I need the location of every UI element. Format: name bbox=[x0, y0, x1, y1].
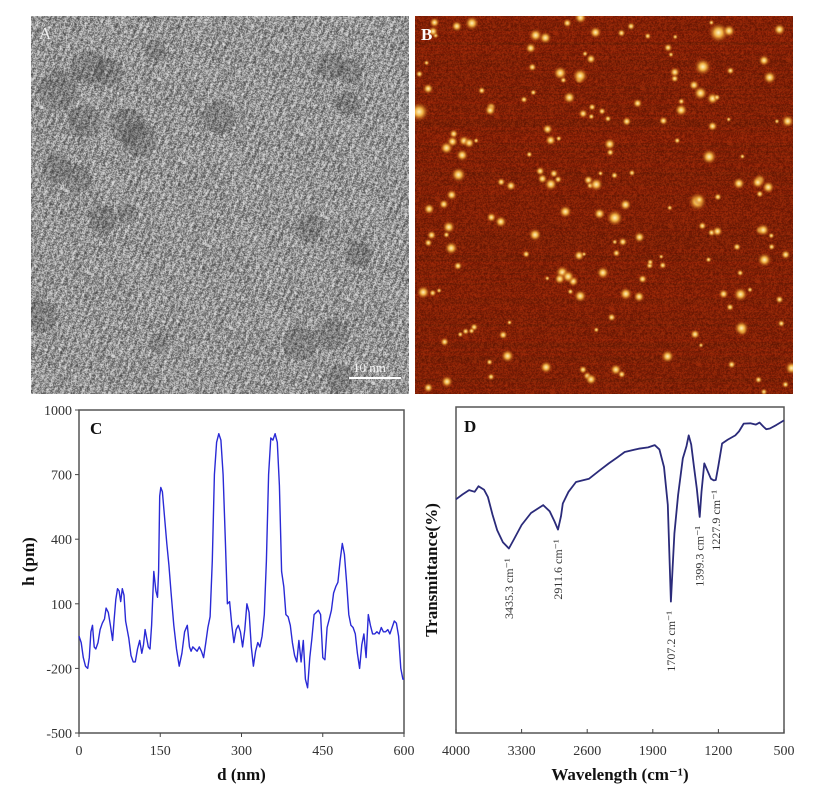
chart-d-xtick-label: 2600 bbox=[573, 744, 601, 759]
chart-d-peak-label: 1227.9 cm⁻¹ bbox=[709, 490, 723, 551]
afm-image-texture bbox=[415, 16, 793, 394]
chart-c-ytick-label: 400 bbox=[51, 533, 72, 548]
chart-d-ftir-spectrum: D 4000 3300 2600 1900 1200 500 3435.3 cm⁻¹ 291… bbox=[422, 406, 795, 784]
chart-d-peak-label: 2911.6 cm⁻¹ bbox=[551, 539, 565, 600]
chart-d-peak-label: 1707.2 cm⁻¹ bbox=[664, 611, 678, 672]
panel-a-tem-image: A 10 nm bbox=[31, 16, 409, 394]
chart-c-series-line bbox=[78, 433, 404, 689]
chart-c-xtick-label: 0 bbox=[76, 744, 83, 759]
chart-c-xtick-label: 300 bbox=[231, 744, 252, 759]
chart-c-ytick-label: 100 bbox=[51, 598, 72, 613]
chart-d-peak-label: 1399.3 cm⁻¹ bbox=[693, 526, 707, 587]
chart-c-frame bbox=[78, 409, 405, 734]
chart-d-ticks: 4000 3300 2600 1900 1200 500 bbox=[442, 729, 795, 759]
chart-d-xlabel: Wavelength (cm⁻¹) bbox=[551, 765, 688, 784]
chart-d-xtick-label: 1200 bbox=[704, 744, 732, 759]
chart-d-series-line bbox=[455, 419, 785, 603]
chart-d-xtick-label: 1900 bbox=[639, 744, 667, 759]
chart-c-xtick-label: 600 bbox=[394, 744, 415, 759]
chart-d-frame bbox=[455, 406, 785, 734]
tem-image-texture bbox=[31, 16, 409, 394]
chart-d-xtick-label: 3300 bbox=[508, 744, 536, 759]
chart-d-peak-label: 3435.3 cm⁻¹ bbox=[502, 558, 516, 619]
chart-c-xtick-label: 150 bbox=[150, 744, 171, 759]
chart-c-ytick-label: 1000 bbox=[44, 404, 72, 419]
chart-d-annotations: 3435.3 cm⁻¹ 2911.6 cm⁻¹ 1707.2 cm⁻¹ 1399.3 … bbox=[502, 490, 723, 672]
panel-b-letter: B bbox=[421, 25, 433, 44]
chart-d-panel-letter: D bbox=[464, 417, 476, 436]
chart-c-ytick-label: -500 bbox=[46, 727, 72, 742]
chart-c-height-profile: C 0 150 300 450 600 -500 -200 100 400 700 1000 d (… bbox=[19, 404, 415, 784]
chart-c-xlabel: d (nm) bbox=[217, 765, 266, 784]
chart-d-xtick-label: 500 bbox=[774, 744, 795, 759]
chart-c-ylabel: h (pm) bbox=[19, 537, 38, 586]
chart-d-ylabel: Transmittance(%) bbox=[422, 503, 441, 637]
chart-c-ytick-label: -200 bbox=[46, 662, 72, 677]
chart-c-ytick-label: 700 bbox=[51, 469, 72, 484]
panel-a-letter: A bbox=[39, 24, 52, 43]
scale-bar-label: 10 nm bbox=[353, 360, 386, 375]
chart-c-ticks: 0 150 300 450 600 -500 -200 100 400 700 1000 bbox=[44, 404, 415, 759]
chart-c-xtick-label: 450 bbox=[312, 744, 333, 759]
panel-b-afm-image: B bbox=[415, 16, 793, 394]
chart-c-panel-letter: C bbox=[90, 419, 102, 438]
scale-bar bbox=[349, 377, 401, 379]
chart-d-xtick-label: 4000 bbox=[442, 744, 470, 759]
